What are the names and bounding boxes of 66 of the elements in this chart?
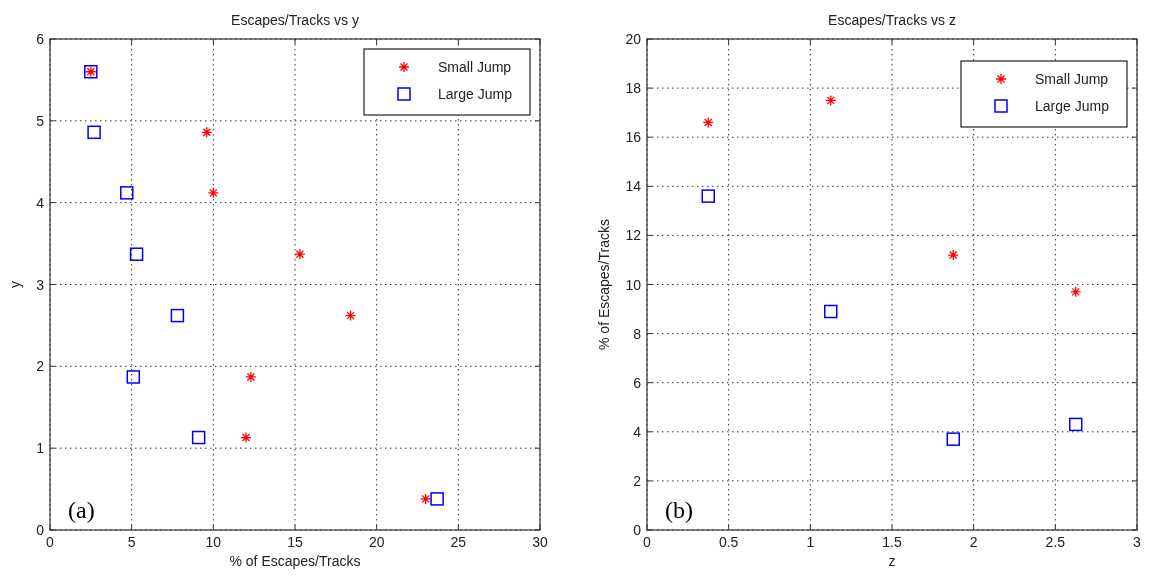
y-tick-label: 3 [36, 276, 45, 293]
x-tick-label: 0.5 [718, 534, 739, 550]
y-tick-label: 5 [36, 112, 45, 129]
x-tick-label: 10 [205, 534, 222, 550]
legend-label: Small Jump [1035, 71, 1109, 87]
y-tick-label: 14 [625, 178, 642, 195]
x-tick-label: 30 [532, 534, 548, 550]
x-axis-title: % of Escapes/Tracks [229, 553, 361, 569]
y-tick-label: 2 [633, 472, 642, 489]
y-axis-title: % of Escapes/Tracks [596, 219, 612, 350]
point [420, 493, 432, 505]
x-tick-label: 0 [46, 534, 55, 550]
x-axis-title: z [888, 553, 896, 569]
x-tick-label: 1.5 [882, 534, 902, 550]
legend-label: Large Jump [1035, 98, 1110, 114]
point [240, 431, 252, 444]
x-tick-label: 2.5 [1045, 534, 1066, 550]
y-tick-label: 6 [36, 31, 45, 47]
point [87, 125, 101, 140]
chart-title: Escapes/Tracks vs z [828, 12, 956, 28]
point [126, 370, 141, 384]
x-tick-label: 1 [806, 534, 815, 550]
point [701, 189, 715, 203]
y-tick-label: 1 [36, 440, 45, 457]
x-tick-label: 25 [450, 534, 467, 550]
point [946, 432, 960, 446]
point [201, 126, 213, 138]
x-tick-label: 2 [969, 534, 978, 550]
point [344, 309, 357, 322]
y-tick-label: 8 [633, 325, 642, 342]
y-tick-label: 20 [625, 31, 642, 47]
y-tick-label: 0 [36, 522, 45, 538]
point [1069, 417, 1083, 432]
y-tick-label: 0 [633, 522, 642, 538]
x-tick-label: 15 [287, 534, 303, 550]
y-tick-label: 4 [633, 423, 642, 440]
point [294, 248, 306, 260]
point [245, 371, 257, 383]
x-tick-label: 3 [1133, 534, 1142, 550]
point [170, 308, 185, 323]
legend-label: Large Jump [438, 86, 513, 102]
y-tick-label: 10 [625, 276, 642, 293]
chart-title: Escapes/Tracks vs y [231, 12, 359, 28]
annotation: (a) [68, 497, 95, 523]
y-tick-label: 16 [625, 129, 642, 146]
y-tick-label: 6 [633, 374, 642, 391]
point [191, 430, 206, 445]
point [947, 249, 959, 261]
point [1070, 286, 1082, 298]
legend-label: Small Jump [438, 59, 512, 75]
point [702, 116, 714, 129]
point [129, 247, 144, 261]
annotation: (b) [665, 497, 693, 523]
y-tick-label: 12 [625, 227, 642, 244]
x-tick-label: 20 [368, 534, 385, 550]
y-tick-label: 18 [625, 80, 642, 97]
y-tick-label: 2 [36, 358, 45, 375]
point [120, 186, 134, 200]
y-axis-title: y [7, 281, 23, 288]
point [825, 94, 837, 107]
point [207, 187, 219, 199]
x-tick-label: 5 [127, 534, 136, 550]
x-tick-label: 0 [643, 534, 652, 550]
point [430, 492, 444, 506]
point [824, 304, 838, 319]
y-tick-label: 4 [36, 194, 45, 211]
